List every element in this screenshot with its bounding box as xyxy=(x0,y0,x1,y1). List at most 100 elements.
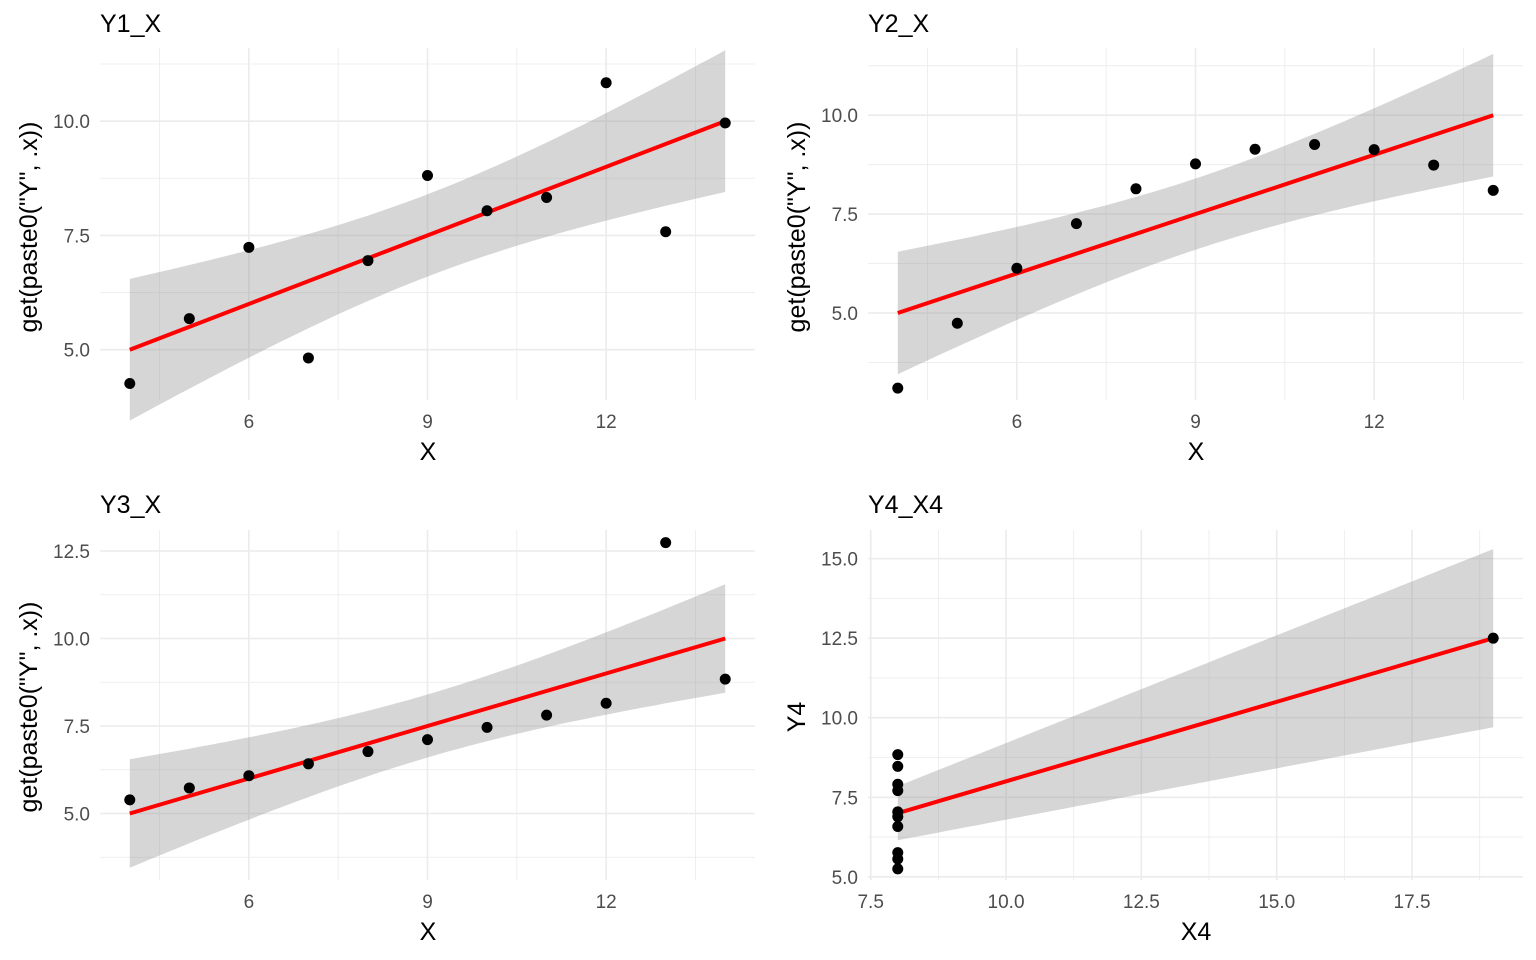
data-point xyxy=(541,709,553,721)
data-point xyxy=(951,317,963,329)
y-tick-label: 10.0 xyxy=(53,630,90,651)
data-point xyxy=(892,811,904,823)
data-point xyxy=(124,378,136,390)
x-axis-title: X4 xyxy=(1181,918,1212,946)
regression-line xyxy=(129,119,726,352)
panel-title: Y3_X xyxy=(100,491,161,519)
data-point xyxy=(600,77,612,89)
data-point xyxy=(183,782,195,794)
y-tick-label: 5.0 xyxy=(832,868,858,889)
y-tick-label: 12.5 xyxy=(821,629,858,650)
data-point xyxy=(422,734,433,746)
data-point xyxy=(892,821,904,833)
x-tick-label: 6 xyxy=(244,412,255,433)
y-tick-label: 10.0 xyxy=(821,709,858,730)
x-tick-label: 15.0 xyxy=(1258,892,1295,913)
y-axis-title: get(paste0("Y", .x)) xyxy=(15,122,43,333)
data-point xyxy=(1309,139,1321,151)
x-tick-label: 12 xyxy=(596,892,617,913)
x-tick-label: 17.5 xyxy=(1394,892,1431,913)
data-point xyxy=(422,170,433,182)
regression-line xyxy=(897,113,1494,315)
data-point xyxy=(243,241,255,253)
y-tick-labels: 5.0 7.5 10.0 xyxy=(53,112,90,362)
fit-line xyxy=(897,636,1494,816)
panel-y1-x: Y1_X 6 9 12 5.0 7.5 10.0 X get(paste0("Y", .… xyxy=(15,10,755,466)
panel-title: Y4_X4 xyxy=(868,491,943,519)
data-point xyxy=(1249,143,1261,155)
data-point xyxy=(302,352,314,364)
data-point xyxy=(1428,159,1440,171)
data-point xyxy=(892,778,904,790)
data-point xyxy=(719,117,731,129)
y-tick-label: 15.0 xyxy=(821,550,858,571)
y-axis-title: get(paste0("Y", .x)) xyxy=(15,602,43,813)
fit-line xyxy=(129,119,726,352)
x-tick-label: 7.5 xyxy=(857,892,883,913)
x-tick-label: 12 xyxy=(1364,412,1385,433)
x-tick-label: 12.5 xyxy=(1123,892,1160,913)
x-tick-labels: 6 9 12 xyxy=(244,412,617,433)
x-tick-label: 9 xyxy=(422,412,433,433)
data-point xyxy=(1368,144,1380,156)
data-point xyxy=(481,721,493,733)
regression-line xyxy=(897,636,1494,816)
data-point xyxy=(660,537,672,549)
data-point xyxy=(1130,183,1142,195)
x-axis-title: X xyxy=(420,918,437,946)
data-point xyxy=(541,191,553,203)
x-tick-label: 6 xyxy=(244,892,255,913)
data-point xyxy=(481,205,493,217)
data-points xyxy=(124,77,731,390)
x-tick-label: 10.0 xyxy=(988,892,1025,913)
x-tick-labels: 7.5 10.0 12.5 15.0 17.5 xyxy=(857,892,1430,913)
x-axis-title: X xyxy=(1188,438,1205,466)
data-points xyxy=(892,632,1499,875)
y-axis-title: Y4 xyxy=(783,702,811,733)
data-point xyxy=(1190,158,1201,170)
fit-line xyxy=(129,636,726,816)
data-point xyxy=(892,863,904,875)
y-tick-label: 7.5 xyxy=(832,205,858,226)
y-axis-title: get(paste0("Y", .x)) xyxy=(783,122,811,333)
data-point xyxy=(183,313,195,325)
panel-y4-x4: Y4_X4 7.5 10.0 12.5 15.0 17.5 5.0 7.5 10.0 12.5… xyxy=(783,491,1523,946)
data-point xyxy=(1487,632,1499,644)
y-tick-label: 5.0 xyxy=(64,805,90,826)
y-tick-labels: 5.0 7.5 10.0 12.5 xyxy=(53,542,90,826)
x-tick-label: 6 xyxy=(1012,412,1023,433)
y-tick-label: 5.0 xyxy=(64,341,90,362)
panel-y2-x: Y2_X 6 9 12 5.0 7.5 10.0 X get(paste0("Y", .… xyxy=(783,10,1523,466)
data-point xyxy=(1070,218,1082,230)
data-point xyxy=(600,697,612,709)
x-tick-label: 9 xyxy=(422,892,433,913)
data-point xyxy=(892,853,904,865)
data-point xyxy=(892,749,904,761)
data-point xyxy=(362,746,374,758)
panel-y3-x: Y3_X 6 9 12 5.0 7.5 10.0 12.5 X get(paste0("Y… xyxy=(15,491,755,946)
data-point xyxy=(362,255,374,267)
y-tick-label: 10.0 xyxy=(53,112,90,133)
y-tick-label: 5.0 xyxy=(832,304,858,325)
panel-title: Y2_X xyxy=(868,10,929,38)
x-tick-label: 12 xyxy=(596,412,617,433)
y-tick-label: 10.0 xyxy=(821,106,858,127)
y-tick-labels: 5.0 7.5 10.0 12.5 15.0 xyxy=(821,550,858,889)
gridlines xyxy=(100,530,755,880)
data-point xyxy=(124,794,136,806)
data-point xyxy=(302,758,314,770)
data-point xyxy=(892,760,904,772)
data-point xyxy=(719,673,731,685)
x-axis-title: X xyxy=(420,438,437,466)
x-tick-labels: 6 9 12 xyxy=(1012,412,1385,433)
data-point xyxy=(1487,184,1499,196)
gridlines xyxy=(868,530,1523,880)
data-point xyxy=(243,770,255,782)
y-tick-labels: 5.0 7.5 10.0 xyxy=(821,106,858,325)
panel-title: Y1_X xyxy=(100,10,161,38)
y-tick-label: 7.5 xyxy=(64,717,90,738)
fit-line xyxy=(897,113,1494,315)
data-points xyxy=(124,537,731,806)
data-points xyxy=(892,139,1499,394)
